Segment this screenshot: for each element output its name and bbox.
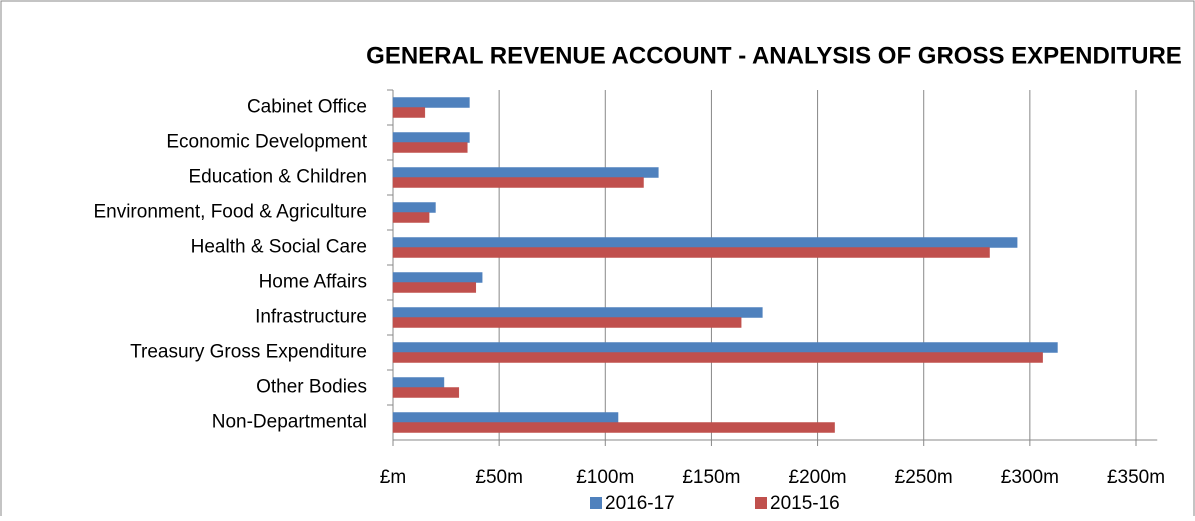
bar [392, 317, 742, 328]
bar [392, 142, 468, 153]
legend-swatch [755, 497, 767, 509]
x-tick-label: £100m [576, 467, 634, 488]
bar [392, 282, 477, 293]
y-tick-label: Infrastructure [255, 307, 367, 328]
x-tick-label: £200m [789, 467, 847, 488]
bar [392, 237, 1018, 248]
legend-label: 2015-16 [770, 493, 840, 514]
y-tick-label: Home Affairs [259, 272, 367, 293]
legend-label: 2016-17 [605, 493, 675, 514]
x-tick-label: £150m [682, 467, 740, 488]
x-tick-label: £250m [895, 467, 953, 488]
y-tick-label: Environment, Food & Agriculture [93, 202, 367, 223]
bar [392, 167, 659, 178]
bar [392, 97, 470, 108]
y-tick-label: Treasury Gross Expenditure [130, 342, 367, 363]
x-tick-label: £350m [1107, 467, 1165, 488]
y-tick-label: Cabinet Office [247, 97, 367, 118]
y-tick-label: Economic Development [166, 132, 367, 153]
bar [392, 247, 990, 258]
y-tick-label: Health & Social Care [191, 237, 367, 258]
x-tick-label: £m [380, 467, 406, 488]
legend-swatch [590, 497, 602, 509]
bar [392, 177, 644, 188]
bar [392, 377, 445, 388]
bar [392, 352, 1043, 363]
x-tick-label: £300m [1001, 467, 1059, 488]
y-tick-label: Education & Children [189, 167, 368, 188]
bar [392, 202, 436, 213]
x-tick-label: £50m [475, 467, 523, 488]
bar [392, 107, 426, 118]
bar [392, 412, 619, 423]
bar [392, 132, 470, 143]
chart-title: GENERAL REVENUE ACCOUNT - ANALYSIS OF GR… [366, 42, 1182, 69]
bar [392, 422, 835, 433]
y-tick-label: Non-Departmental [212, 412, 367, 433]
bar [392, 307, 763, 318]
bar [392, 387, 460, 398]
bar [392, 272, 483, 283]
y-tick-label: Other Bodies [256, 377, 367, 398]
bar [392, 212, 430, 223]
bar [392, 342, 1058, 353]
